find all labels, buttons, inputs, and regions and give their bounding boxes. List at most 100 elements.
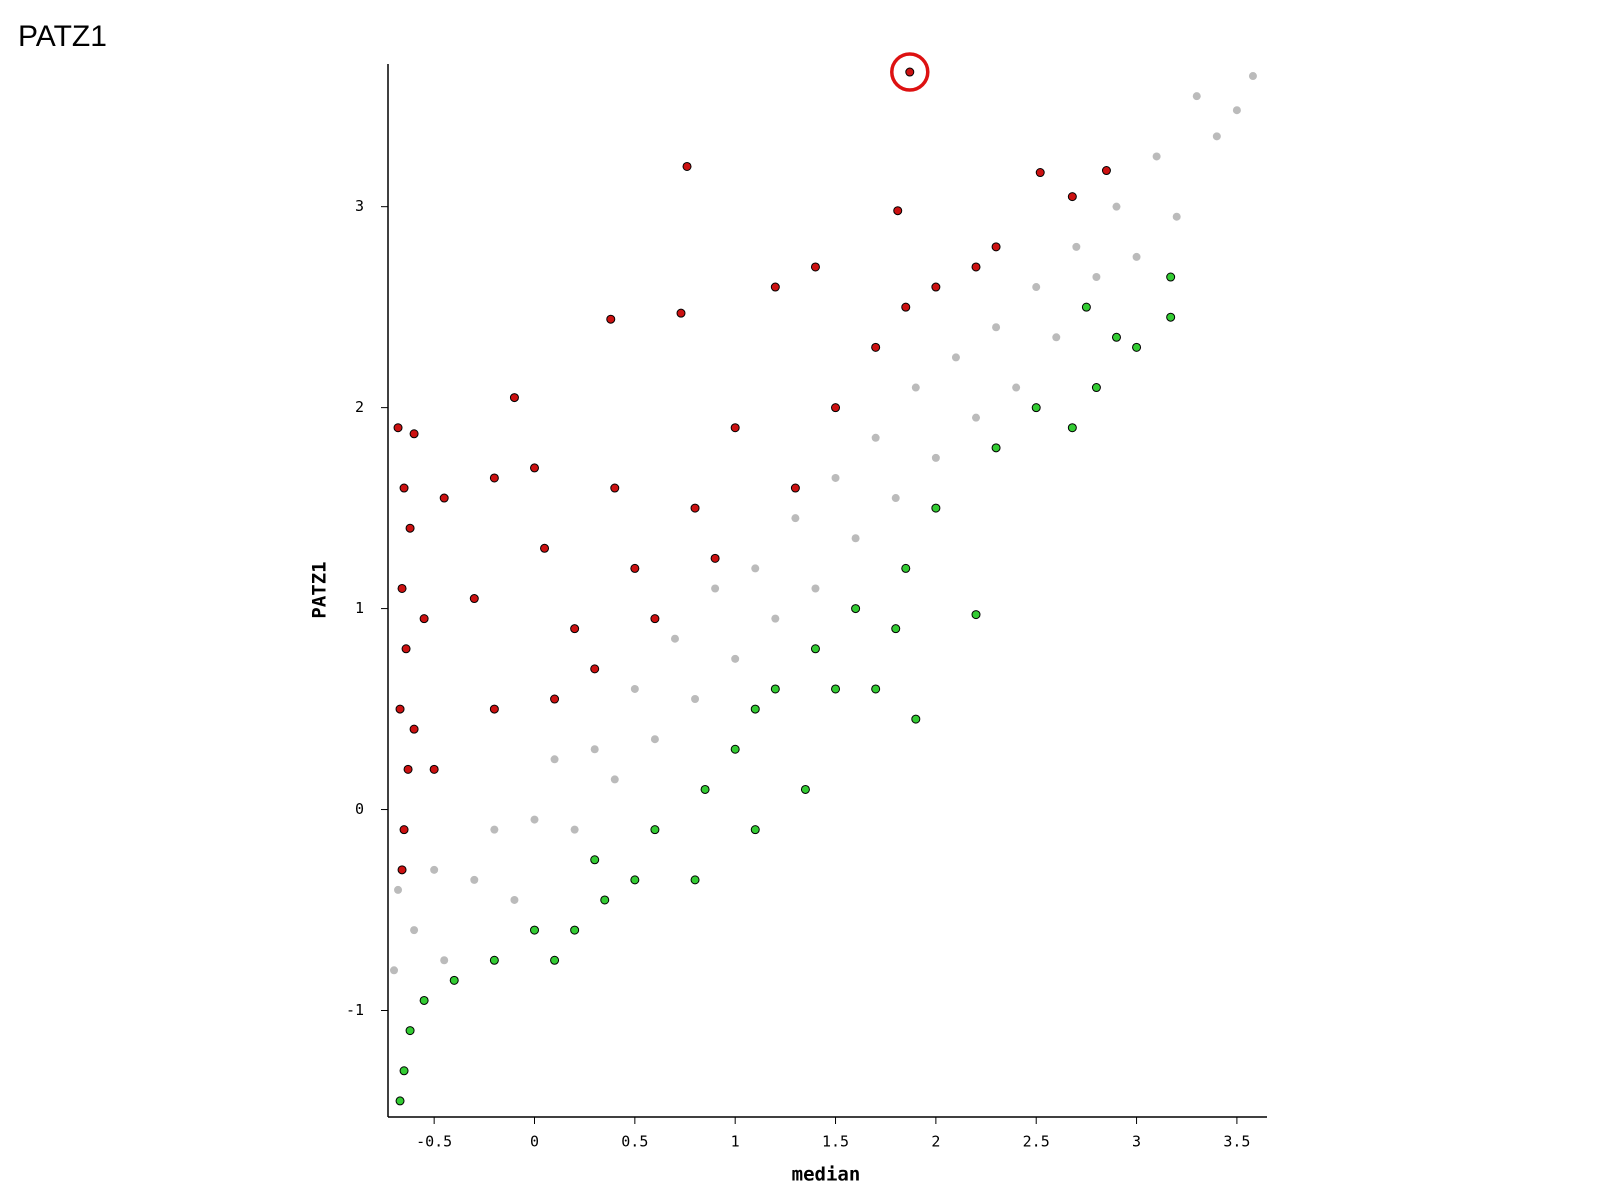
point <box>871 433 880 442</box>
point <box>851 534 860 543</box>
point <box>1166 272 1176 282</box>
point <box>409 429 419 439</box>
point <box>972 413 981 422</box>
point <box>791 514 800 523</box>
x-tick-label: 1.5 <box>822 1133 849 1151</box>
x-axis-label: median <box>792 1164 861 1186</box>
point <box>731 654 740 663</box>
y-tick-label: 3 <box>355 197 364 215</box>
point <box>630 684 639 693</box>
point <box>676 308 686 318</box>
point <box>831 473 840 482</box>
point <box>395 1096 405 1106</box>
point <box>430 865 439 874</box>
x-tick-label: 1 <box>731 1133 740 1151</box>
y-tick-label: -1 <box>346 1001 364 1019</box>
point <box>1166 312 1176 322</box>
point <box>891 624 901 634</box>
point <box>750 704 760 714</box>
point <box>1172 212 1181 221</box>
point <box>590 664 600 674</box>
point <box>992 323 1001 332</box>
point <box>1132 342 1142 352</box>
point <box>1072 242 1081 251</box>
point <box>449 975 459 985</box>
point <box>489 955 499 965</box>
point <box>893 206 903 216</box>
point <box>510 895 519 904</box>
point <box>630 563 640 573</box>
point <box>1067 423 1077 433</box>
point <box>931 453 940 462</box>
point <box>690 875 700 885</box>
point <box>730 423 740 433</box>
point <box>403 764 413 774</box>
point <box>901 563 911 573</box>
point <box>650 825 660 835</box>
point <box>971 610 981 620</box>
point <box>951 353 960 362</box>
x-tick-label: 0.5 <box>621 1133 648 1151</box>
point <box>911 714 921 724</box>
point <box>606 314 616 324</box>
point <box>1067 192 1077 202</box>
point <box>1035 168 1045 178</box>
point <box>1192 92 1201 101</box>
point <box>871 342 881 352</box>
point <box>1111 332 1121 342</box>
point <box>405 523 415 533</box>
point <box>682 161 692 171</box>
point <box>901 302 911 312</box>
point <box>831 403 841 413</box>
x-tick-label: -0.5 <box>416 1133 452 1151</box>
point <box>550 955 560 965</box>
point <box>851 604 861 614</box>
point <box>590 745 599 754</box>
point <box>399 825 409 835</box>
point <box>489 704 499 714</box>
point <box>650 735 659 744</box>
point <box>405 1026 415 1036</box>
point <box>1152 152 1161 161</box>
point <box>1248 72 1257 81</box>
point <box>550 755 559 764</box>
point <box>771 614 780 623</box>
point <box>509 393 519 403</box>
point <box>991 242 1001 252</box>
point <box>670 634 679 643</box>
point <box>911 383 920 392</box>
point <box>810 644 820 654</box>
point <box>750 825 760 835</box>
point <box>570 624 580 634</box>
point <box>419 614 429 624</box>
point <box>469 594 479 604</box>
point <box>730 744 740 754</box>
point <box>811 584 820 593</box>
point <box>1081 302 1091 312</box>
point <box>871 684 881 694</box>
point <box>800 784 810 794</box>
point <box>691 695 700 704</box>
point <box>439 493 449 503</box>
point <box>399 483 409 493</box>
y-tick-label: 1 <box>355 599 364 617</box>
point <box>770 684 780 694</box>
y-tick-label: 0 <box>355 800 364 818</box>
point <box>1212 132 1221 141</box>
point <box>630 875 640 885</box>
point <box>540 543 550 553</box>
point <box>1092 273 1101 282</box>
point <box>1101 166 1111 176</box>
point <box>790 483 800 493</box>
point <box>410 926 419 935</box>
point <box>751 564 760 573</box>
point <box>1052 333 1061 342</box>
x-tick-label: 2.5 <box>1023 1133 1050 1151</box>
point <box>397 865 407 875</box>
point <box>1112 202 1121 211</box>
point <box>419 995 429 1005</box>
y-axis-label: PATZ1 <box>309 561 331 618</box>
point <box>831 684 841 694</box>
point <box>470 875 479 884</box>
point <box>590 855 600 865</box>
